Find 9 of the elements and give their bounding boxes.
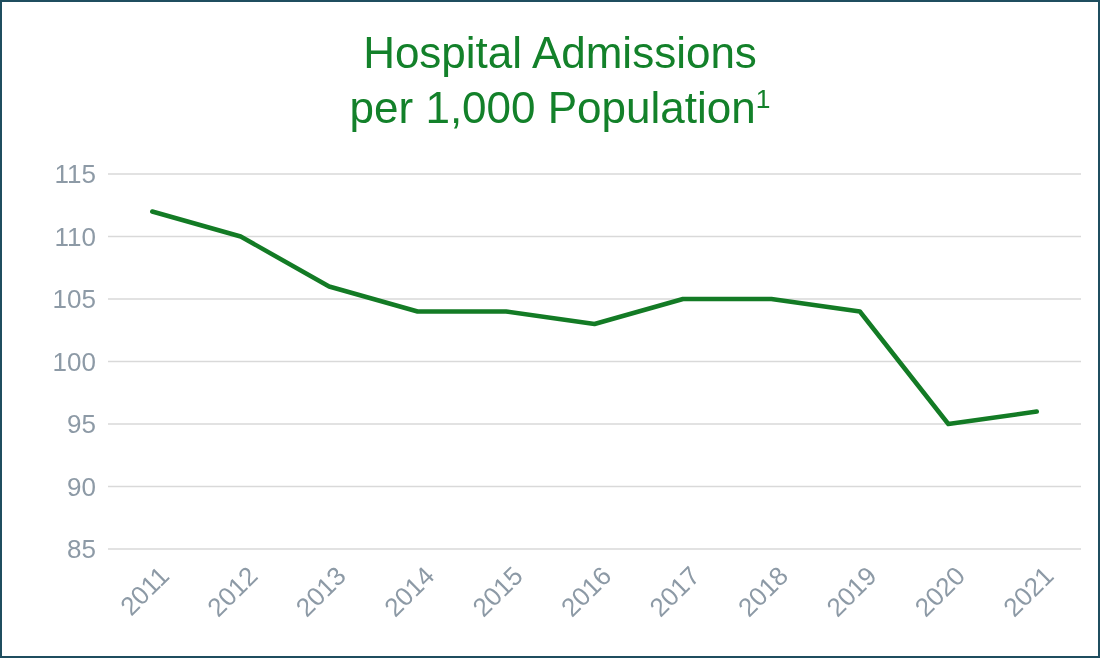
y-tick-label: 90 [67, 471, 96, 502]
line-series [149, 209, 1040, 427]
y-tick-label: 85 [67, 534, 96, 565]
y-tick-label: 105 [52, 284, 96, 315]
y-tick-label: 110 [54, 221, 96, 252]
y-tick-label: 115 [54, 159, 96, 190]
y-tick-label: 95 [67, 409, 96, 440]
y-tick-label: 100 [52, 346, 96, 377]
chart-title: Hospital Admissions per 1,000 Population$^{1}$ [349, 28, 771, 132]
